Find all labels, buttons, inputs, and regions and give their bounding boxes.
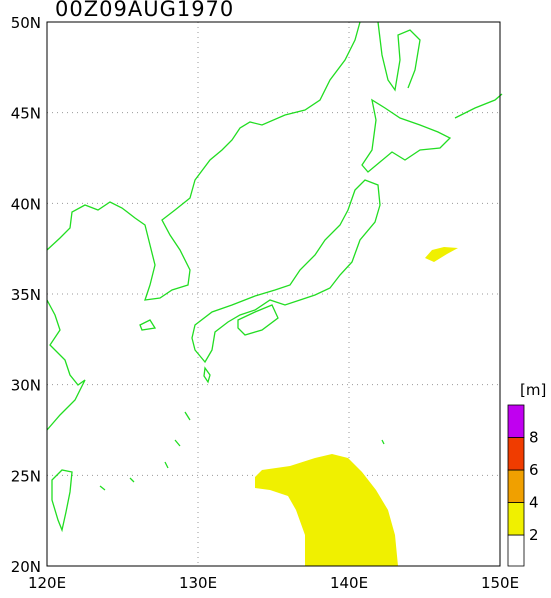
x-tick-label: 130E (179, 574, 217, 592)
map-title: 00Z09AUG1970 (55, 0, 234, 21)
colorbar-label: 6 (529, 461, 539, 479)
colorbar-unit: [m] (520, 381, 546, 399)
wave-height-fill (255, 247, 458, 566)
y-tick-label: 35N (11, 286, 41, 304)
axis-labels: 120E 130E 140E 150E 20N 25N 30N 35N 40N 45N 50N (11, 14, 519, 592)
coastline (377, 21, 421, 92)
yellow-area (425, 247, 458, 262)
coastline (203, 366, 211, 384)
plot-frame (46, 21, 501, 567)
y-tick-label: 50N (11, 14, 41, 32)
colorbar-swatch (507, 469, 525, 503)
grid (47, 22, 500, 566)
coastline (51, 469, 73, 533)
colorbar: 2 4 6 8 [m] (507, 381, 546, 567)
y-tick-label: 25N (11, 467, 41, 485)
y-tick-label: 30N (11, 377, 41, 395)
colorbar-swatch (507, 437, 525, 471)
coastline (139, 319, 157, 331)
x-tick-label: 120E (28, 574, 66, 592)
coastlines (46, 21, 503, 533)
coastline (99, 411, 385, 491)
colorbar-label: 4 (529, 494, 539, 512)
coastline (454, 93, 503, 119)
colorbar-swatch (507, 404, 525, 438)
y-tick-label: 45N (11, 105, 41, 123)
colorbar-label: 8 (529, 429, 539, 447)
coastline (237, 304, 279, 336)
coastline (46, 21, 361, 301)
coastline (191, 179, 381, 364)
x-tick-label: 150E (481, 574, 519, 592)
x-tick-label: 140E (330, 574, 368, 592)
coastline (361, 98, 452, 173)
colorbar-swatch (507, 502, 525, 536)
coastline (46, 299, 86, 431)
yellow-area (255, 454, 398, 566)
colorbar-label: 2 (529, 526, 539, 544)
colorbar-swatch (507, 534, 525, 567)
y-tick-label: 40N (11, 195, 41, 213)
y-tick-label: 20N (11, 558, 41, 576)
